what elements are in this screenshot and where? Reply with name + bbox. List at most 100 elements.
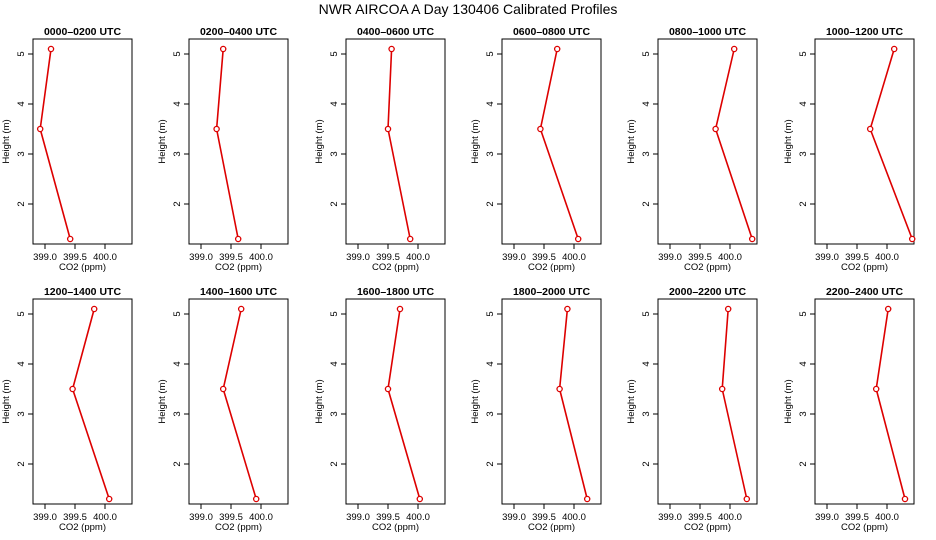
y-tick-label: 4 bbox=[485, 101, 496, 106]
series-line bbox=[869, 48, 913, 240]
data-point bbox=[69, 385, 76, 393]
x-tick-label: 400.0 bbox=[718, 252, 742, 263]
data-point bbox=[866, 125, 874, 133]
x-axis-label: CO2 (ppm) bbox=[372, 262, 419, 273]
data-point bbox=[890, 45, 898, 53]
x-axis-label: CO2 (ppm) bbox=[215, 522, 262, 533]
series-line bbox=[71, 308, 110, 500]
y-axis-label: Height (m) bbox=[314, 119, 325, 163]
series-line bbox=[222, 308, 257, 500]
panel-6: 1200–1400 UTC 399.0 399.5 400.0 2 3 4 5 CO2 (ppm… bbox=[1, 286, 133, 533]
data-point bbox=[90, 305, 98, 313]
panel-title: 1400–1600 UTC bbox=[200, 286, 277, 298]
x-tick-label: 399.5 bbox=[532, 512, 556, 523]
data-point bbox=[406, 235, 414, 243]
panel-title: 2000–2200 UTC bbox=[669, 286, 746, 298]
plot-frame bbox=[345, 38, 446, 245]
panel-title: 1000–1200 UTC bbox=[826, 26, 903, 38]
panel-8: 1600–1800 UTC 399.0 399.5 400.0 2 3 4 5 CO2 (ppm… bbox=[314, 286, 446, 533]
series-line bbox=[387, 48, 411, 240]
data-point bbox=[564, 305, 571, 313]
y-axis-label: Height (m) bbox=[314, 379, 325, 423]
x-axis-label: CO2 (ppm) bbox=[372, 522, 419, 533]
x-tick-label: 399.5 bbox=[219, 512, 243, 523]
x-tick-label: 399.0 bbox=[189, 512, 213, 523]
data-point bbox=[730, 45, 738, 53]
y-tick-label: 5 bbox=[329, 51, 340, 56]
series-line bbox=[558, 308, 588, 500]
panel-1: 0200–0400 UTC 399.0 399.5 400.0 2 3 4 5 CO2 (ppm… bbox=[157, 26, 289, 273]
data-point bbox=[384, 385, 392, 393]
data-point bbox=[66, 235, 74, 243]
series-line bbox=[721, 308, 748, 500]
y-axis-label: Height (m) bbox=[157, 119, 168, 163]
x-tick-label: 399.5 bbox=[845, 252, 869, 263]
y-tick-label: 4 bbox=[485, 361, 496, 366]
panel-7: 1400–1600 UTC 399.0 399.5 400.0 2 3 4 5 CO2 (ppm… bbox=[157, 286, 289, 533]
data-point bbox=[36, 125, 44, 133]
panel-title: 0200–0400 UTC bbox=[200, 26, 277, 38]
plot-frame bbox=[814, 38, 915, 245]
x-axis-label: CO2 (ppm) bbox=[841, 522, 888, 533]
x-axis-label: CO2 (ppm) bbox=[684, 522, 731, 533]
y-tick-label: 4 bbox=[172, 361, 183, 366]
y-axis-label: Height (m) bbox=[626, 119, 637, 163]
panel-title: 0600–0800 UTC bbox=[513, 26, 590, 38]
panel-title: 2200–2400 UTC bbox=[826, 286, 903, 298]
y-tick-label: 5 bbox=[798, 311, 809, 316]
data-point bbox=[712, 125, 719, 133]
panel-4: 0800–1000 UTC 399.0 399.5 400.0 2 3 4 5 CO2 (ppm… bbox=[626, 26, 758, 273]
data-point bbox=[213, 125, 220, 133]
y-tick-label: 2 bbox=[16, 461, 27, 466]
x-axis-label: CO2 (ppm) bbox=[59, 262, 106, 273]
y-tick-label: 2 bbox=[329, 461, 340, 466]
plot-frame bbox=[32, 38, 133, 245]
x-tick-label: 399.0 bbox=[658, 512, 682, 523]
series-line bbox=[539, 48, 579, 240]
y-tick-label: 4 bbox=[641, 361, 652, 366]
y-tick-label: 5 bbox=[172, 51, 183, 56]
x-tick-label: 399.5 bbox=[688, 512, 712, 523]
y-tick-label: 3 bbox=[485, 411, 496, 416]
data-point bbox=[556, 385, 563, 393]
panel-11: 2200–2400 UTC 399.0 399.5 400.0 2 3 4 5 CO2 (ppm… bbox=[783, 286, 915, 533]
panel-title: 1600–1800 UTC bbox=[357, 286, 434, 298]
panel-3: 0600–0800 UTC 399.0 399.5 400.0 2 3 4 5 CO2 (ppm… bbox=[470, 26, 602, 273]
series-line bbox=[875, 308, 906, 500]
plot-frame bbox=[501, 38, 602, 245]
y-tick-label: 2 bbox=[329, 201, 340, 206]
y-axis-label: Height (m) bbox=[470, 379, 481, 423]
plot-frame bbox=[345, 298, 446, 505]
y-tick-label: 2 bbox=[641, 201, 652, 206]
panel-title: 1200–1400 UTC bbox=[44, 286, 121, 298]
y-tick-label: 3 bbox=[641, 151, 652, 156]
x-tick-label: 399.0 bbox=[815, 252, 839, 263]
y-tick-label: 3 bbox=[641, 411, 652, 416]
x-tick-label: 399.5 bbox=[376, 512, 400, 523]
y-tick-label: 5 bbox=[641, 51, 652, 56]
y-tick-label: 2 bbox=[172, 461, 183, 466]
series-line bbox=[215, 48, 239, 240]
y-tick-label: 3 bbox=[172, 151, 183, 156]
y-axis-label: Height (m) bbox=[1, 119, 12, 163]
x-tick-label: 399.5 bbox=[63, 512, 87, 523]
x-axis-label: CO2 (ppm) bbox=[528, 262, 575, 273]
panel-title: 0400–0600 UTC bbox=[357, 26, 434, 38]
y-tick-label: 3 bbox=[16, 411, 27, 416]
plot-frame bbox=[188, 38, 289, 245]
x-tick-label: 399.5 bbox=[845, 512, 869, 523]
x-tick-label: 399.0 bbox=[33, 512, 57, 523]
data-point bbox=[908, 235, 916, 243]
y-axis-label: Height (m) bbox=[157, 379, 168, 423]
y-tick-label: 2 bbox=[485, 201, 496, 206]
x-axis-label: CO2 (ppm) bbox=[59, 522, 106, 533]
data-point bbox=[583, 495, 591, 503]
panel-10: 2000–2200 UTC 399.0 399.5 400.0 2 3 4 5 CO2 (ppm… bbox=[626, 286, 758, 533]
y-tick-label: 3 bbox=[798, 151, 809, 156]
figure-title: NWR AIRCOA A Day 130406 Calibrated Profi… bbox=[318, 1, 618, 17]
y-tick-label: 2 bbox=[798, 201, 809, 206]
y-tick-label: 4 bbox=[329, 101, 340, 106]
panel-title: 0800–1000 UTC bbox=[669, 26, 746, 38]
data-point bbox=[884, 305, 892, 313]
plot-frame bbox=[32, 298, 133, 505]
